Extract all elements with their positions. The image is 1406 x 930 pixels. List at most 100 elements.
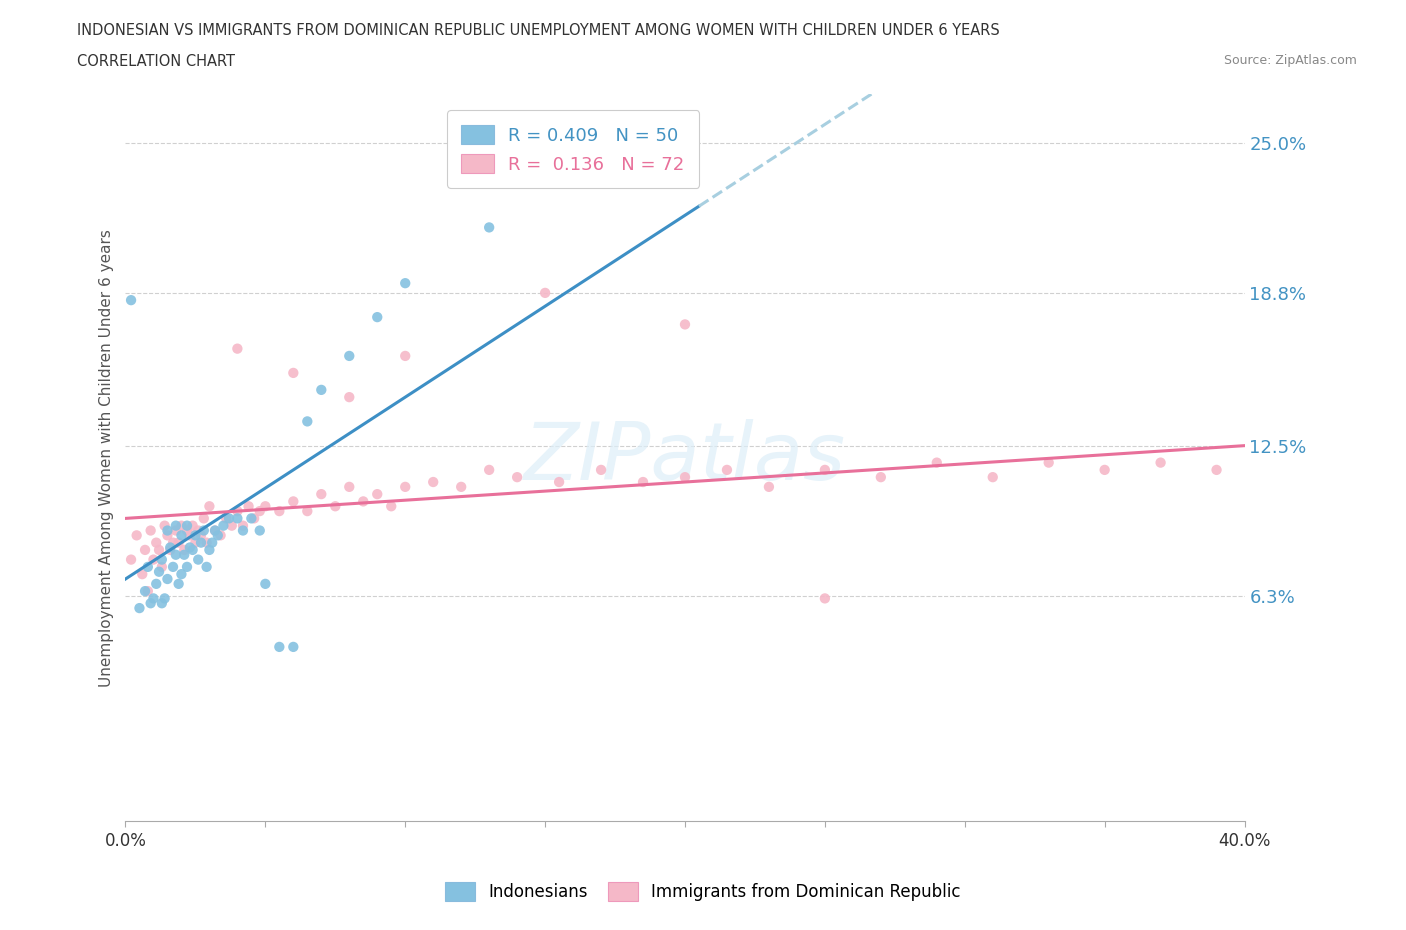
Point [212, 518, 235, 533]
Legend: R = 0.409   N = 50, R =  0.136   N = 72: R = 0.409 N = 50, R = 0.136 N = 72 [447, 111, 699, 188]
Point [153, 518, 176, 533]
Point [394, 349, 416, 364]
Point [981, 470, 1004, 485]
Point [673, 317, 696, 332]
Point [366, 486, 388, 501]
Point [136, 584, 159, 599]
Point [125, 528, 148, 543]
Point [297, 414, 319, 429]
Point [198, 542, 221, 557]
Point [173, 542, 195, 557]
Point [352, 494, 374, 509]
Point [548, 474, 571, 489]
Point [139, 596, 162, 611]
Point [201, 535, 224, 550]
Point [238, 498, 260, 513]
Point [142, 591, 165, 605]
Point [162, 535, 184, 550]
Point [221, 518, 243, 533]
Point [179, 528, 201, 543]
Point [869, 470, 891, 485]
Text: INDONESIAN VS IMMIGRANTS FROM DOMINICAN REPUBLIC UNEMPLOYMENT AMONG WOMEN WITH C: INDONESIAN VS IMMIGRANTS FROM DOMINICAN … [77, 23, 1000, 38]
Point [1038, 455, 1060, 470]
Point [150, 560, 173, 575]
Point [240, 511, 263, 525]
Point [283, 494, 305, 509]
Point [478, 462, 501, 477]
Point [153, 591, 176, 605]
Point [190, 528, 212, 543]
Point [142, 552, 165, 567]
Point [925, 455, 948, 470]
Point [136, 560, 159, 575]
Point [814, 462, 837, 477]
Point [207, 528, 229, 543]
Point [506, 470, 529, 485]
Point [311, 486, 333, 501]
Point [170, 528, 193, 543]
Point [337, 480, 360, 495]
Point [311, 382, 333, 397]
Point [145, 535, 167, 550]
Point [176, 518, 198, 533]
Point [283, 640, 305, 655]
Point [167, 577, 190, 591]
Point [337, 349, 360, 364]
Point [204, 523, 226, 538]
Point [366, 310, 388, 325]
Point [195, 560, 218, 575]
Point [150, 552, 173, 567]
Point [534, 286, 557, 300]
Point [450, 480, 472, 495]
Legend: Indonesians, Immigrants from Dominican Republic: Indonesians, Immigrants from Dominican R… [439, 876, 967, 908]
Point [176, 560, 198, 575]
Text: CORRELATION CHART: CORRELATION CHART [77, 54, 235, 69]
Point [190, 535, 212, 550]
Point [131, 566, 153, 581]
Point [1149, 455, 1171, 470]
Point [249, 504, 271, 519]
Point [181, 542, 204, 557]
Point [323, 498, 346, 513]
Point [120, 552, 142, 567]
Point [198, 498, 221, 513]
Point [170, 518, 193, 533]
Point [269, 640, 291, 655]
Point [159, 542, 181, 557]
Point [226, 511, 249, 525]
Point [156, 572, 179, 587]
Point [631, 474, 654, 489]
Point [297, 504, 319, 519]
Point [128, 601, 150, 616]
Point [195, 535, 218, 550]
Point [193, 523, 215, 538]
Point [184, 535, 207, 550]
Point [226, 504, 249, 519]
Point [145, 577, 167, 591]
Point [156, 523, 179, 538]
Point [249, 523, 271, 538]
Point [181, 518, 204, 533]
Point [156, 528, 179, 543]
Point [134, 584, 156, 599]
Point [209, 528, 232, 543]
Point [215, 511, 238, 525]
Point [173, 548, 195, 563]
Point [1205, 462, 1227, 477]
Y-axis label: Unemployment Among Women with Children Under 6 years: Unemployment Among Women with Children U… [100, 229, 114, 686]
Point [165, 523, 187, 538]
Point [394, 275, 416, 290]
Point [422, 474, 444, 489]
Point [232, 523, 254, 538]
Point [394, 480, 416, 495]
Point [179, 540, 201, 555]
Point [478, 220, 501, 235]
Point [232, 518, 254, 533]
Point [162, 560, 184, 575]
Point [337, 390, 360, 405]
Point [148, 542, 170, 557]
Point [165, 548, 187, 563]
Point [243, 511, 266, 525]
Text: Source: ZipAtlas.com: Source: ZipAtlas.com [1223, 54, 1357, 67]
Point [187, 523, 209, 538]
